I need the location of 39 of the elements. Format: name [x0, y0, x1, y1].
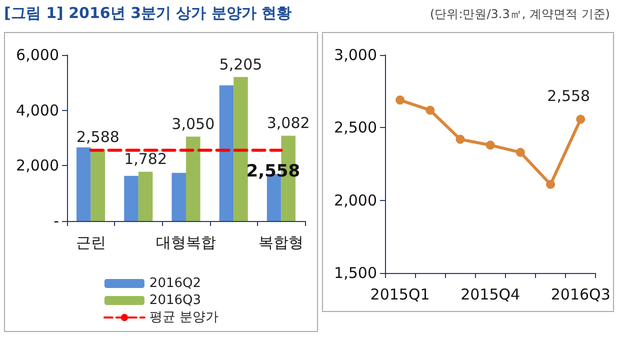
data-label: 2,558 [547, 87, 590, 106]
bar [138, 172, 153, 221]
bar [90, 149, 106, 221]
point [456, 134, 465, 144]
point [426, 106, 435, 115]
bar [219, 85, 234, 221]
x-tick-label: 복합형 [258, 234, 304, 252]
data-label: 5,205 [219, 55, 262, 74]
x-tick-label: 대형복합 [156, 234, 216, 252]
y-tick-label: 2,500 [334, 118, 377, 137]
x-tick-label: 2016Q3 [550, 286, 610, 304]
y-tick-label: - [54, 212, 59, 230]
y-tick-label: 6,000 [16, 46, 59, 64]
point [486, 140, 495, 150]
chart-subtitle: (단위:만원/3.3㎡, 계약면적 기준) [430, 6, 610, 23]
point [516, 148, 525, 157]
data-label: 3,050 [172, 115, 215, 134]
point [396, 96, 405, 105]
data-label: 1,782 [124, 150, 168, 168]
y-tick-label: 2,000 [16, 156, 59, 175]
bar [172, 172, 186, 221]
legend-label: 2016Q2 [149, 276, 202, 291]
chart-title: [그림 1] 2016년 3분기 상가 분양가 현황 [4, 4, 292, 23]
x-tick-label: 2015Q1 [370, 286, 430, 304]
y-tick-label: 1,500 [334, 264, 377, 282]
bar [124, 176, 138, 221]
y-tick-label: 3,000 [334, 46, 377, 64]
bar [76, 147, 91, 221]
y-tick-label: 2,000 [334, 191, 377, 210]
x-tick-label: 근린 [76, 234, 106, 252]
data-label: 2,588 [76, 128, 120, 146]
point [576, 114, 586, 124]
bar [186, 136, 200, 221]
point [546, 180, 556, 189]
data-label: 3,082 [266, 114, 310, 132]
bar [234, 76, 248, 221]
legend-label: 평균 분양가 [149, 310, 219, 325]
y-tick-label: 4,000 [16, 101, 59, 120]
x-tick-label: 2015Q4 [460, 286, 520, 304]
